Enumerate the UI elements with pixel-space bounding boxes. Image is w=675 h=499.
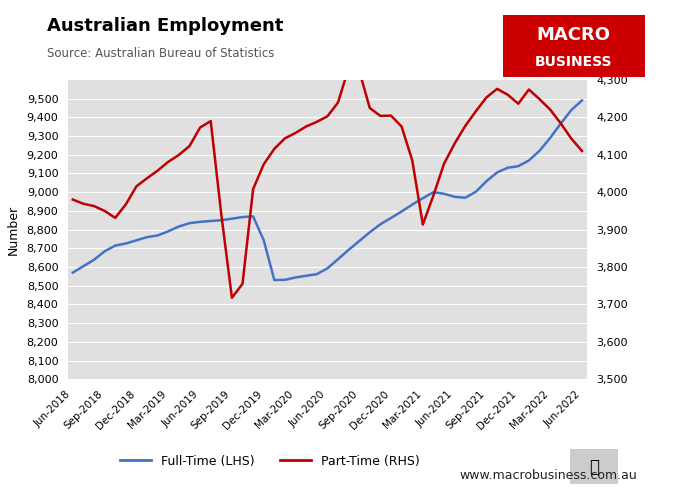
Text: MACRO: MACRO <box>537 26 611 44</box>
Text: Source: Australian Bureau of Statistics: Source: Australian Bureau of Statistics <box>47 47 275 60</box>
Text: Australian Employment: Australian Employment <box>47 17 284 35</box>
Text: www.macrobusiness.com.au: www.macrobusiness.com.au <box>459 469 637 482</box>
Y-axis label: Number: Number <box>7 205 20 254</box>
Legend: Full-Time (LHS), Part-Time (RHS): Full-Time (LHS), Part-Time (RHS) <box>115 450 425 473</box>
Text: BUSINESS: BUSINESS <box>535 55 612 69</box>
Text: 🐺: 🐺 <box>589 458 599 476</box>
